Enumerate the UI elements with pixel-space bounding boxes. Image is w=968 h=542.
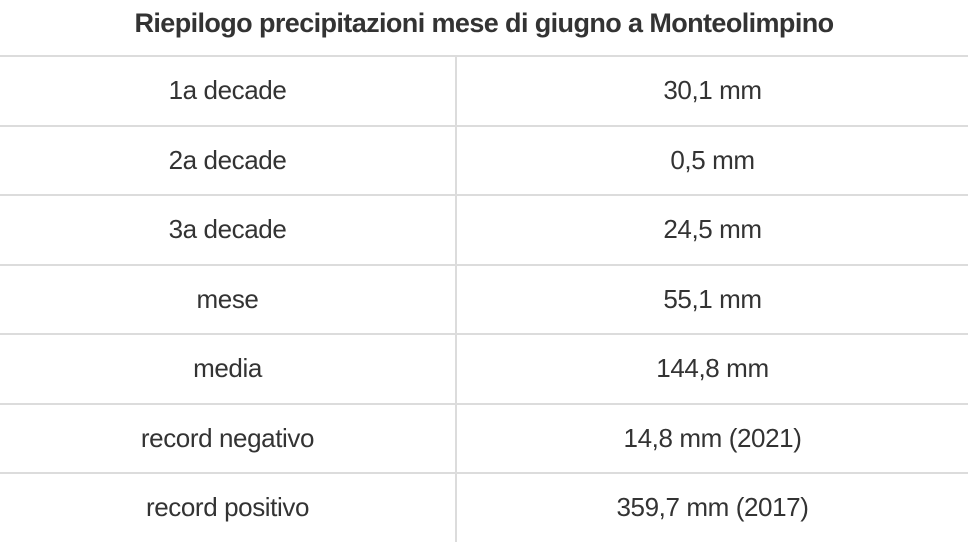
- row-value: 30,1 mm: [663, 75, 762, 106]
- row-value: 55,1 mm: [663, 283, 762, 314]
- row-value: 359,7 mm (2017): [616, 492, 809, 523]
- row-label: 1a decade: [0, 57, 457, 125]
- row-value: 24,5 mm: [663, 214, 762, 245]
- table-title: Riepilogo precipitazioni mese di giugno …: [134, 8, 834, 38]
- row-value: 0,5 mm: [670, 144, 755, 175]
- table-row: 2a decade 0,5 mm: [0, 124, 968, 194]
- table-row: media 144,8 mm: [0, 333, 968, 403]
- table-row: 3a decade 24,5 mm: [0, 194, 968, 264]
- row-label: record negativo: [0, 404, 457, 472]
- row-value: 144,8 mm: [656, 353, 769, 384]
- table-row: 1a decade 30,1 mm: [0, 55, 968, 125]
- row-label: mese: [0, 265, 457, 333]
- row-label: 3a decade: [0, 196, 457, 264]
- table-row: record positivo 359,7 mm (2017): [0, 472, 968, 542]
- table-row: record negativo 14,8 mm (2021): [0, 402, 968, 472]
- row-label: 2a decade: [0, 126, 457, 194]
- row-label: record positivo: [0, 474, 457, 542]
- row-label: media: [0, 335, 457, 403]
- table-row: mese 55,1 mm: [0, 263, 968, 333]
- row-value: 14,8 mm (2021): [623, 422, 802, 453]
